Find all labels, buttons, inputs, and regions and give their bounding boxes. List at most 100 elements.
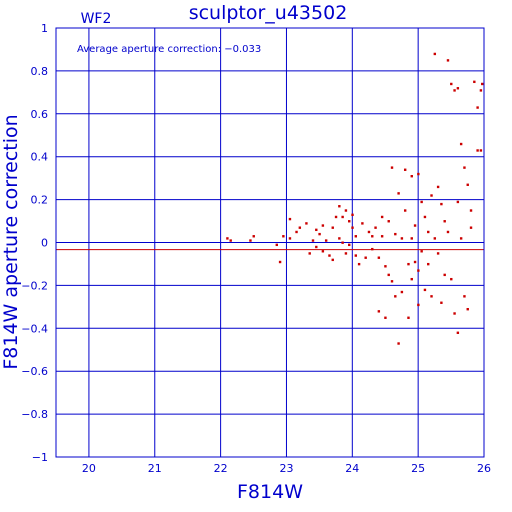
data-point [440, 202, 443, 206]
data-point [275, 243, 278, 247]
data-point [430, 194, 433, 197]
x-tick-label: 26 [477, 462, 491, 475]
data-point [315, 245, 318, 249]
panel-label: WF2 [81, 11, 112, 27]
data-point [364, 256, 367, 259]
data-point [469, 209, 473, 212]
average-correction-annotation: Average aperture correction: −0.033 [77, 44, 261, 55]
x-tick-label: 22 [214, 462, 228, 475]
data-point [403, 209, 407, 212]
y-tick-label: 0.6 [31, 108, 49, 121]
chart-title: sculptor_u43502 [189, 2, 348, 24]
data-point [417, 269, 420, 272]
plot-frame [55, 27, 485, 458]
data-point [403, 168, 407, 171]
data-point [476, 106, 479, 109]
data-point [397, 192, 400, 195]
data-points [226, 52, 484, 345]
data-point [357, 262, 361, 266]
x-axis-label: F814W [237, 481, 303, 503]
data-point [282, 235, 285, 238]
data-point [298, 226, 302, 229]
data-point [433, 52, 437, 56]
y-tick-label: −0.8 [21, 408, 48, 421]
data-point [324, 239, 328, 242]
data-point [417, 303, 420, 307]
data-point [427, 230, 430, 234]
y-tick-label: 0.2 [31, 194, 49, 207]
data-point [288, 237, 292, 240]
data-point [380, 215, 384, 219]
data-point [367, 230, 371, 234]
data-point [344, 252, 348, 255]
data-point [351, 213, 354, 217]
data-point [420, 250, 423, 253]
data-point [423, 215, 427, 219]
data-point [473, 80, 476, 84]
data-point [315, 228, 318, 232]
data-point [374, 226, 377, 229]
y-tick-label: 0 [41, 237, 48, 250]
x-tick-label: 25 [411, 462, 425, 475]
data-point [453, 312, 456, 315]
data-point [354, 254, 357, 257]
data-point [338, 205, 341, 208]
data-point [417, 172, 420, 176]
data-point [384, 316, 387, 319]
data-point [226, 237, 229, 240]
data-point [390, 280, 394, 283]
y-tick-label: −0.6 [21, 365, 48, 378]
data-point [413, 260, 417, 264]
data-point [413, 224, 417, 227]
data-point [459, 142, 463, 146]
y-tick-labels: −1 −0.8 −0.6 −0.4 −0.2 0 0.2 0.4 0.6 0.8 1 [21, 22, 48, 464]
data-point [407, 262, 410, 266]
data-point [311, 239, 315, 242]
data-point [278, 260, 282, 264]
data-point [331, 226, 334, 229]
data-point [394, 232, 397, 236]
reference-lines [56, 242, 484, 251]
y-tick-label: −1 [32, 451, 48, 464]
data-point [410, 237, 413, 240]
x-tick-label: 24 [345, 462, 359, 475]
data-point [476, 149, 479, 152]
data-point [466, 307, 469, 311]
data-point [229, 239, 232, 242]
data-point [341, 215, 344, 219]
x-tick-label: 23 [279, 462, 293, 475]
data-point [288, 217, 292, 221]
data-point [348, 243, 351, 247]
data-point [351, 226, 354, 229]
data-point [450, 277, 453, 281]
data-point [387, 220, 390, 223]
data-point [305, 222, 308, 225]
y-tick-label: 0.4 [31, 151, 49, 164]
data-point [348, 220, 351, 223]
data-point [456, 331, 460, 334]
data-point [466, 183, 469, 186]
data-point [249, 239, 252, 242]
data-point [443, 273, 446, 277]
data-point [344, 209, 348, 212]
data-point [443, 220, 446, 223]
data-point [436, 252, 440, 255]
data-point [397, 342, 400, 345]
data-point [318, 232, 321, 236]
y-axis-label: F814W aperture correction [0, 114, 22, 369]
data-point [410, 277, 413, 281]
data-point [334, 215, 338, 219]
data-point [295, 230, 298, 234]
data-point [446, 230, 450, 234]
data-point [427, 262, 430, 266]
data-point [377, 310, 381, 313]
data-point [481, 82, 484, 86]
y-tick-label: 0.8 [31, 65, 49, 78]
data-point [377, 256, 381, 259]
data-point [463, 166, 466, 169]
data-point [371, 235, 374, 238]
x-tick-label: 20 [82, 462, 96, 475]
data-point [328, 254, 331, 257]
